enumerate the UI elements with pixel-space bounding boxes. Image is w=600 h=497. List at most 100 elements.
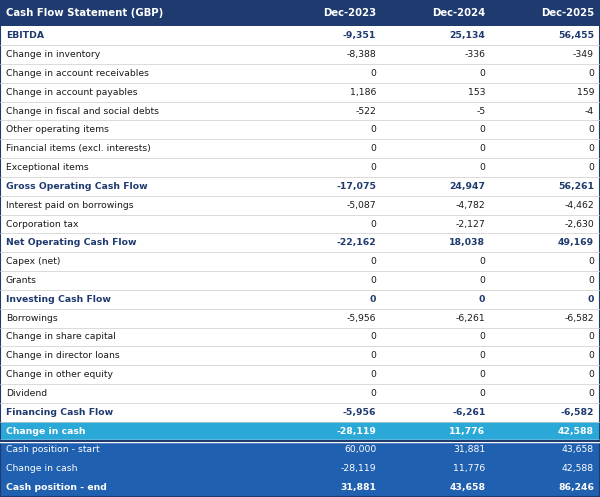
- Text: 31,881: 31,881: [453, 445, 485, 454]
- Text: 56,455: 56,455: [558, 31, 594, 40]
- Bar: [382, 346, 491, 365]
- Text: 153: 153: [468, 88, 485, 97]
- Bar: [273, 102, 382, 120]
- Text: Grants: Grants: [6, 276, 37, 285]
- Bar: [273, 45, 382, 64]
- Text: -5,956: -5,956: [347, 314, 376, 323]
- Bar: [273, 234, 382, 252]
- Text: Change in share capital: Change in share capital: [6, 332, 116, 341]
- Text: Change in other equity: Change in other equity: [6, 370, 113, 379]
- Text: 0: 0: [588, 163, 594, 172]
- Bar: [0, 0, 273, 26]
- Bar: [382, 83, 491, 102]
- Text: Dec-2023: Dec-2023: [323, 8, 376, 18]
- Bar: [382, 328, 491, 346]
- Bar: [0, 252, 273, 271]
- Bar: [0, 158, 273, 177]
- Bar: [382, 252, 491, 271]
- Bar: [0, 83, 273, 102]
- Bar: [382, 215, 491, 234]
- Bar: [491, 26, 600, 45]
- Bar: [273, 271, 382, 290]
- Bar: [491, 64, 600, 83]
- Text: Dec-2024: Dec-2024: [432, 8, 485, 18]
- Bar: [0, 478, 273, 497]
- Bar: [0, 139, 273, 158]
- Bar: [491, 384, 600, 403]
- Bar: [382, 459, 491, 478]
- Bar: [0, 271, 273, 290]
- Bar: [491, 478, 600, 497]
- Text: Dividend: Dividend: [6, 389, 47, 398]
- Text: -28,119: -28,119: [341, 464, 376, 473]
- Bar: [491, 139, 600, 158]
- Text: 11,776: 11,776: [453, 464, 485, 473]
- Text: 0: 0: [370, 125, 376, 134]
- Text: Borrowings: Borrowings: [6, 314, 58, 323]
- Text: 0: 0: [370, 370, 376, 379]
- Text: -4,782: -4,782: [455, 201, 485, 210]
- Text: 0: 0: [479, 295, 485, 304]
- Text: 49,169: 49,169: [558, 239, 594, 248]
- Bar: [0, 365, 273, 384]
- Text: 0: 0: [588, 276, 594, 285]
- Text: 0: 0: [479, 257, 485, 266]
- Bar: [0, 459, 273, 478]
- Text: Cash position - end: Cash position - end: [6, 483, 107, 492]
- Text: Cash position - start: Cash position - start: [6, 445, 100, 454]
- Bar: [0, 234, 273, 252]
- Text: 31,881: 31,881: [340, 483, 376, 492]
- Bar: [491, 440, 600, 459]
- Bar: [491, 346, 600, 365]
- Bar: [0, 290, 273, 309]
- Bar: [382, 365, 491, 384]
- Text: 0: 0: [588, 351, 594, 360]
- Text: 0: 0: [479, 389, 485, 398]
- Text: Change in inventory: Change in inventory: [6, 50, 100, 59]
- Bar: [273, 346, 382, 365]
- Text: -8,388: -8,388: [346, 50, 376, 59]
- Text: 0: 0: [370, 220, 376, 229]
- Text: Interest paid on borrowings: Interest paid on borrowings: [6, 201, 134, 210]
- Bar: [0, 102, 273, 120]
- Text: 0: 0: [479, 163, 485, 172]
- Text: Dec-2025: Dec-2025: [541, 8, 594, 18]
- Bar: [273, 0, 382, 26]
- Text: -4,462: -4,462: [564, 201, 594, 210]
- Bar: [382, 440, 491, 459]
- Text: 42,588: 42,588: [558, 426, 594, 435]
- Bar: [273, 139, 382, 158]
- Bar: [0, 45, 273, 64]
- Text: 25,134: 25,134: [449, 31, 485, 40]
- Bar: [0, 328, 273, 346]
- Bar: [491, 177, 600, 196]
- Bar: [382, 196, 491, 215]
- Text: 0: 0: [588, 69, 594, 78]
- Bar: [382, 177, 491, 196]
- Bar: [382, 234, 491, 252]
- Text: -9,351: -9,351: [343, 31, 376, 40]
- Text: -2,127: -2,127: [455, 220, 485, 229]
- Bar: [382, 102, 491, 120]
- Text: 0: 0: [370, 144, 376, 153]
- Text: Change in account payables: Change in account payables: [6, 88, 137, 97]
- Bar: [491, 196, 600, 215]
- Text: 0: 0: [588, 370, 594, 379]
- Bar: [0, 440, 273, 459]
- Bar: [382, 478, 491, 497]
- Text: 0: 0: [370, 257, 376, 266]
- Text: 1,186: 1,186: [350, 88, 376, 97]
- Bar: [491, 45, 600, 64]
- Bar: [0, 309, 273, 328]
- Text: 0: 0: [479, 351, 485, 360]
- Bar: [382, 158, 491, 177]
- Bar: [382, 0, 491, 26]
- Text: 60,000: 60,000: [344, 445, 376, 454]
- Bar: [0, 64, 273, 83]
- Bar: [273, 384, 382, 403]
- Bar: [491, 0, 600, 26]
- Bar: [491, 459, 600, 478]
- Text: 0: 0: [479, 370, 485, 379]
- Bar: [273, 196, 382, 215]
- Bar: [382, 139, 491, 158]
